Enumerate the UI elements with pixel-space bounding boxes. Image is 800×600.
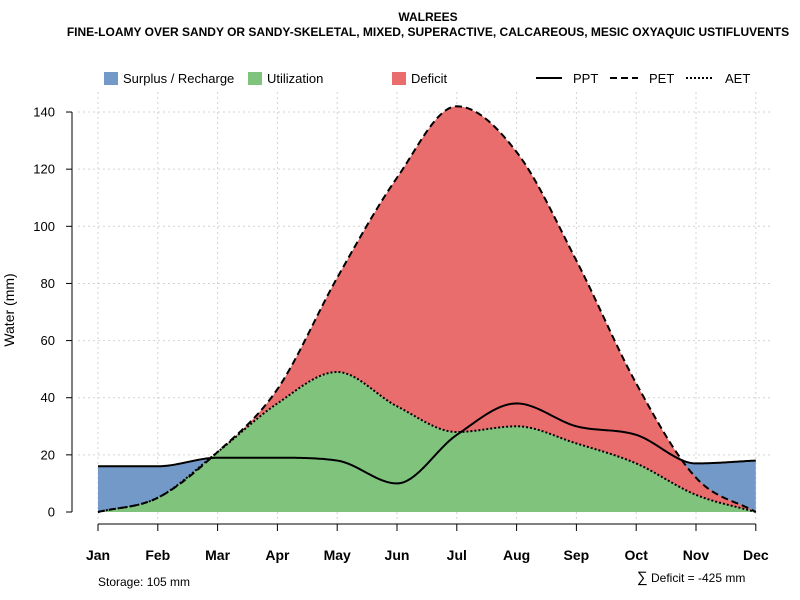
x-tick-label-dec: Dec [743,547,769,563]
legend-swatch-surplus [104,72,118,85]
deficit-area [98,106,756,512]
legend-label-surplus: Surplus / Recharge [123,71,234,86]
deficit-total-note: Deficit = -425 mm [651,571,745,585]
chart-subtitle: FINE-LOAMY OVER SANDY OR SANDY-SKELETAL,… [67,25,789,39]
x-tick-label-mar: Mar [205,547,230,563]
y-tick-label: 100 [33,219,55,234]
utilization-area [98,372,756,512]
legend-label-aet: AET [725,71,750,86]
x-tick-label-apr: Apr [265,547,290,563]
series-lines [97,105,757,513]
y-tick-label: 0 [48,505,55,520]
y-axis-label: Water (mm) [1,273,17,346]
storage-note: Storage: 105 mm [98,575,190,589]
legend: Surplus / Recharge Utilization Deficit P… [104,71,750,86]
y-tick-label: 140 [33,105,55,120]
x-tick-label-sep: Sep [564,547,590,563]
x-tick-label-aug: Aug [503,547,530,563]
chart-title: WALREES [398,10,457,24]
y-tick-label: 80 [41,276,55,291]
x-tick-label-jan: Jan [86,547,110,563]
y-tick-label: 20 [41,447,55,462]
x-tick-label-may: May [324,547,351,563]
x-tick-label-jul: Jul [447,547,467,563]
legend-swatch-utilization [248,72,262,85]
y-tick-label: 40 [41,390,55,405]
y-tick-label: 60 [41,333,55,348]
legend-swatch-deficit [392,72,406,85]
x-tick-label-feb: Feb [145,547,170,563]
legend-label-deficit: Deficit [411,71,448,86]
axes: 0 20 40 60 80 100 120 140 Jan Feb Mar Apr May Jun Jul A… [33,105,769,563]
x-tick-label-jun: Jun [385,547,410,563]
sum-symbol: ∑ [637,569,648,586]
y-tick-label: 120 [33,162,55,177]
series-line-pet [97,105,757,513]
x-tick-label-nov: Nov [683,547,710,563]
series-line-ppt [98,402,756,485]
fills [98,106,756,512]
legend-label-ppt: PPT [573,71,598,86]
legend-label-pet: PET [649,71,674,86]
x-tick-label-oct: Oct [625,547,649,563]
legend-label-utilization: Utilization [267,71,323,86]
